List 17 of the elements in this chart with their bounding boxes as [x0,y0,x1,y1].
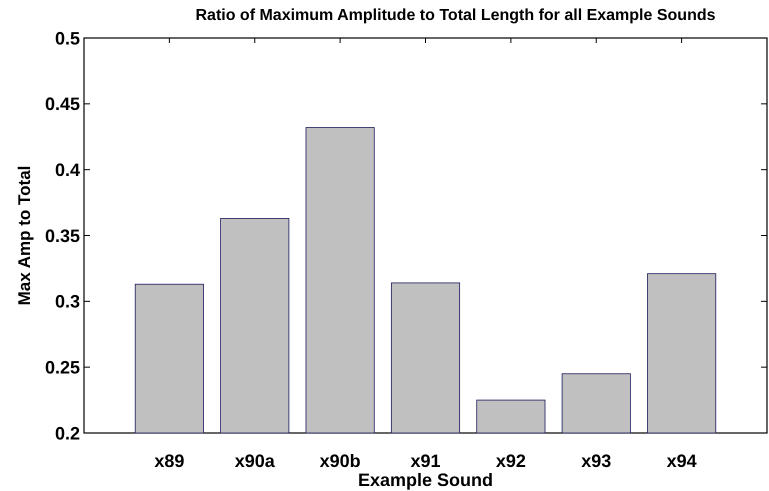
y-tick-label: 0.35 [44,226,80,246]
x-tick-label: x92 [496,451,526,471]
chart-title: Ratio of Maximum Amplitude to Total Length for all Example Sounds [195,7,716,24]
x-tick-label: x94 [666,451,697,471]
y-tick-label: 0.3 [54,292,80,312]
y-tick-label: 0.2 [54,423,80,444]
x-tick-label: x90b [320,451,361,471]
y-tick-label: 0.4 [54,160,80,180]
y-tick-label: 0.5 [54,28,80,48]
x-tick-label: x89 [154,451,184,471]
y-tick-label: 0.25 [44,357,80,378]
y-axis-title: Max Amp to Total [15,166,34,306]
x-tick-label: x93 [581,451,612,471]
x-tick-label: x91 [410,451,441,471]
x-axis-title: Example Sound [358,470,494,490]
x-tick-label: x90a [234,451,276,471]
y-tick-label: 0.45 [44,94,80,114]
